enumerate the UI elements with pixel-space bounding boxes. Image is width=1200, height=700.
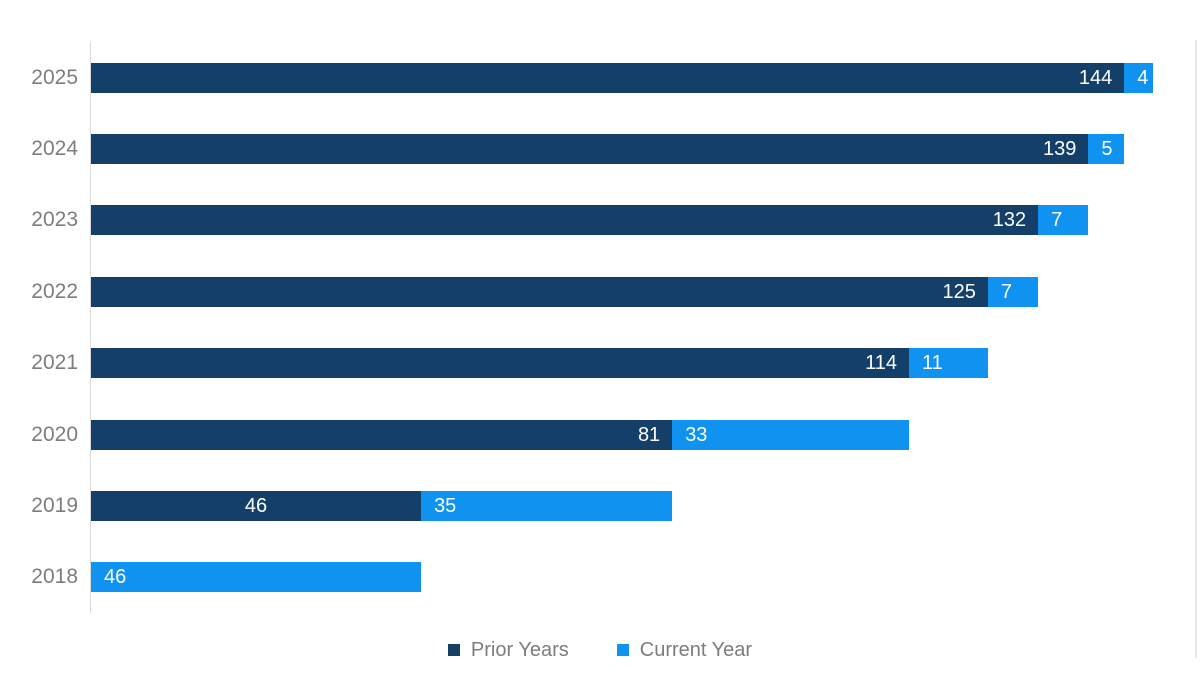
bar-value-label-current-2020: 33 (685, 423, 708, 446)
bar-value-label-prior-2022: 125 (942, 280, 976, 303)
plot-right-border-line (1195, 40, 1197, 658)
bar-segment-prior-2022[interactable]: 125 (91, 276, 988, 307)
y-tick-label-2018: 2018 (31, 565, 78, 589)
y-tick-label-2025: 2025 (31, 65, 78, 89)
bar-value-label-current-2018: 46 (104, 566, 127, 589)
bar-row-2025: 144 4 (91, 62, 1153, 93)
plot-area: 2025 144 4 2024 139 5 2023 132 7 2022 125 7 2021 114 1… (31, 40, 1197, 658)
bar-row-2018: 46 (91, 562, 422, 593)
bar-segment-current-2019[interactable]: 35 (421, 490, 673, 521)
y-axis-line (90, 42, 91, 613)
legend-item-current-year[interactable]: Current Year (616, 638, 753, 662)
bar-value-label-prior-2020: 81 (637, 423, 661, 446)
bar-segment-current-2024[interactable]: 5 (1088, 134, 1125, 165)
legend-label-current-year: Current Year (639, 638, 753, 661)
bar-segment-prior-2020[interactable]: 81 (91, 419, 673, 450)
bar-segment-prior-2025[interactable]: 144 (91, 62, 1125, 93)
bar-value-label-prior-2019: 46 (244, 494, 268, 517)
bar-segment-current-2023[interactable]: 7 (1038, 205, 1089, 236)
bar-segment-prior-2023[interactable]: 132 (91, 205, 1039, 236)
legend: Prior Years Current Year (0, 636, 1200, 664)
bar-value-label-current-2025: 4 (1137, 66, 1149, 89)
bar-value-label-current-2023: 7 (1051, 209, 1063, 232)
bar-value-label-current-2021: 11 (921, 352, 943, 375)
legend-item-prior-years[interactable]: Prior Years (447, 638, 569, 662)
legend-label-prior-years: Prior Years (470, 638, 569, 661)
bar-segment-current-2021[interactable]: 11 (908, 348, 988, 379)
bar-value-label-prior-2023: 132 (992, 209, 1027, 232)
bar-row-2024: 139 5 (91, 134, 1125, 165)
bar-value-label-current-2022: 7 (1000, 280, 1013, 303)
bar-segment-prior-2021[interactable]: 114 (91, 348, 909, 379)
bar-row-2022: 125 7 (91, 276, 1039, 307)
bar-row-2021: 114 11 (91, 348, 988, 379)
y-tick-label-2022: 2022 (31, 279, 78, 303)
bar-segment-prior-2024[interactable]: 139 (91, 134, 1089, 165)
y-tick-label-2019: 2019 (31, 493, 78, 517)
bar-row-2019: 46 35 (91, 490, 673, 521)
y-tick-label-2023: 2023 (31, 208, 78, 232)
bar-segment-current-2018[interactable]: 46 (91, 562, 422, 593)
bar-row-2020: 81 33 (91, 419, 909, 450)
bar-value-label-current-2019: 35 (434, 494, 457, 517)
bar-value-label-prior-2024: 139 (1042, 138, 1077, 161)
y-tick-label-2024: 2024 (31, 137, 78, 161)
y-tick-label-2020: 2020 (31, 422, 78, 446)
bar-segment-current-2020[interactable]: 33 (672, 419, 909, 450)
bar-value-label-prior-2021: 114 (865, 352, 897, 375)
bar-segment-prior-2019[interactable]: 46 (91, 490, 422, 521)
bar-value-label-prior-2025: 144 (1078, 66, 1113, 89)
bar-row-2023: 132 7 (91, 205, 1089, 236)
bar-segment-current-2025[interactable]: 4 (1124, 62, 1153, 93)
bar-value-label-current-2024: 5 (1101, 138, 1113, 161)
bar-segment-current-2022[interactable]: 7 (987, 276, 1039, 307)
y-tick-label-2021: 2021 (31, 351, 78, 375)
legend-swatch-current-year-icon (616, 644, 629, 656)
legend-swatch-prior-years-icon (447, 644, 460, 656)
